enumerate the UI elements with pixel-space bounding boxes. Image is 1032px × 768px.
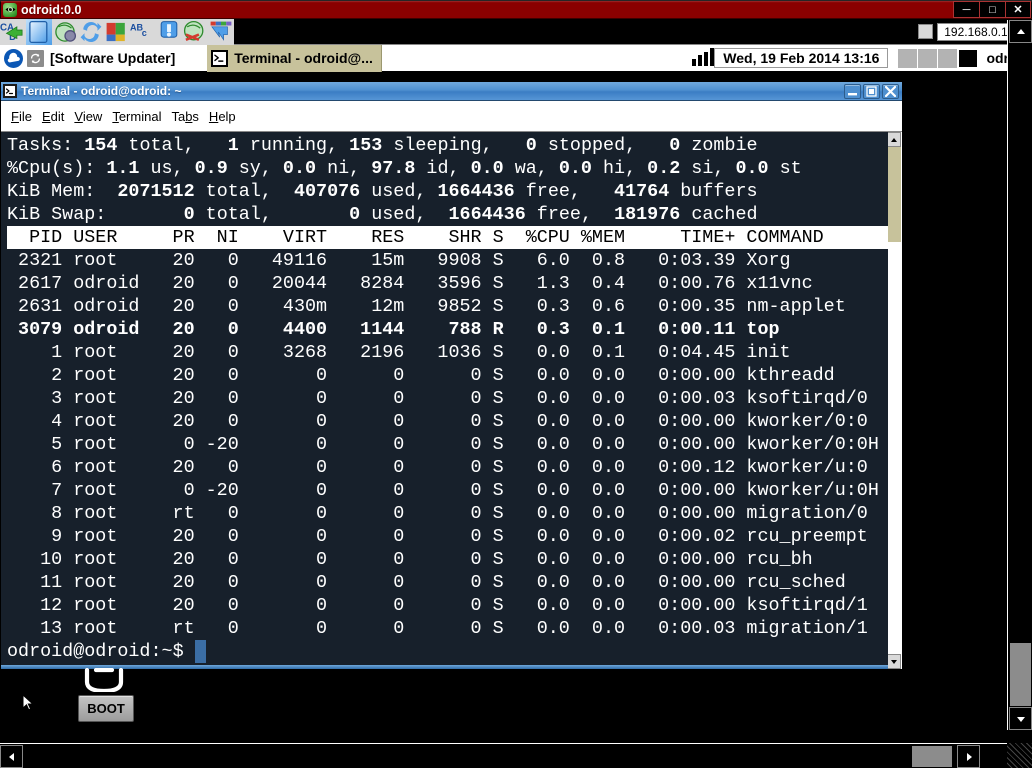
svg-text:c: c	[142, 27, 147, 37]
